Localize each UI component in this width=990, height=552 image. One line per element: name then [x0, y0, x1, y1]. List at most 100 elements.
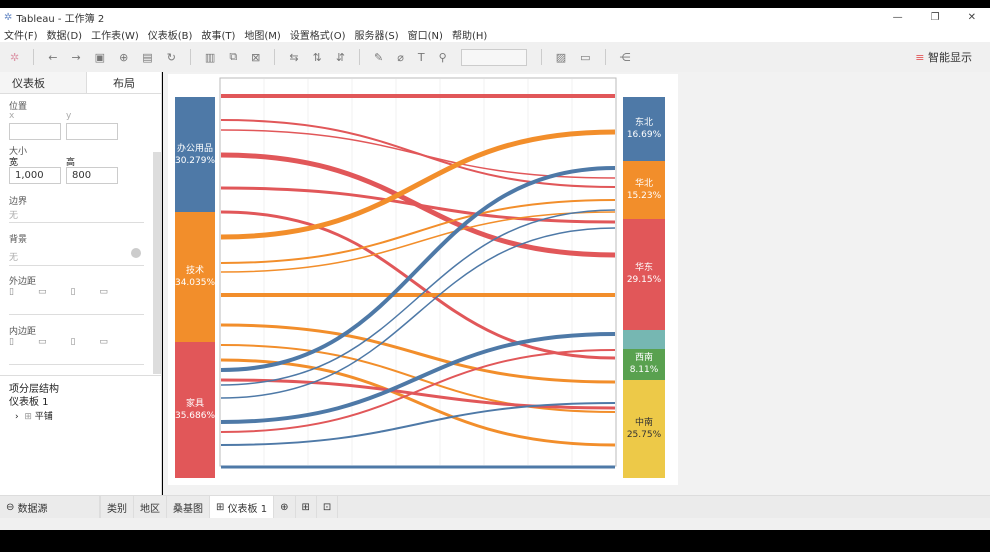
hierarchy-label: 项分层结构 — [9, 384, 59, 395]
database-icon: ⊖ — [6, 501, 18, 513]
flow-link[interactable] — [220, 129, 616, 179]
bar-segment[interactable]: 西南 8.11% — [623, 348, 665, 380]
duplicate-icon[interactable]: ⧉ — [229, 50, 238, 63]
segment-label: 办公用品 — [176, 143, 213, 154]
tableau-icon[interactable]: ✲ — [10, 50, 20, 64]
fit-dropdown[interactable] — [460, 48, 527, 66]
bar-segment[interactable]: 华北 15.23% — [623, 160, 665, 219]
flow-link[interactable] — [220, 349, 616, 433]
menu-server[interactable]: 服务器(S) — [354, 31, 399, 42]
clear-icon[interactable]: ⊠ — [251, 50, 261, 64]
close-button[interactable]: ✕ — [967, 12, 976, 23]
segment-pct: 35.686% — [174, 411, 216, 421]
border-dropdown[interactable]: 无 — [9, 211, 19, 221]
bar-segment[interactable] — [623, 329, 665, 349]
segment-label: 华北 — [634, 178, 653, 189]
highlight-icon[interactable]: ✎ — [374, 50, 384, 64]
maximize-button[interactable]: ❐ — [930, 12, 940, 23]
sheet-tab-sankey[interactable]: 桑基图 — [167, 496, 210, 518]
swap-icon[interactable]: ⇆ — [289, 50, 299, 64]
sheet-tab-region[interactable]: 地区 — [134, 496, 167, 518]
menu-data[interactable]: 数据(D) — [46, 31, 83, 42]
menu-window[interactable]: 窗口(N) — [407, 31, 443, 42]
toolbar: ✲ ← → ▣ ⊕ ▤ ↻ ▥ ⧉ ⊠ ⇆ ⇅ ⇵ ✎ ⌀ T ⚲ ▨ ▭ ⋲ … — [0, 42, 990, 72]
segment-label: 华东 — [634, 263, 653, 274]
flow-link[interactable] — [220, 332, 616, 424]
segment-label: 中南 — [634, 417, 653, 428]
flow-link[interactable] — [220, 129, 616, 240]
new-sheet-icon[interactable]: ▥ — [204, 50, 216, 64]
flow-link[interactable] — [220, 227, 616, 399]
presentation-icon[interactable]: ▭ — [580, 50, 591, 64]
width-input[interactable]: 1,000 — [9, 167, 61, 184]
x-input[interactable] — [9, 123, 61, 140]
segment-pct: 25.75% — [626, 429, 662, 440]
flow-link[interactable] — [220, 199, 616, 264]
flow-link[interactable] — [220, 210, 616, 360]
outer-padding-icons[interactable]: ▯▭▯▭ — [9, 287, 132, 297]
segment-label: 家具 — [185, 399, 204, 409]
panel-scrollbar[interactable] — [153, 152, 161, 374]
new-datasource-icon[interactable]: ⊕ — [119, 50, 129, 64]
group-icon[interactable]: ⌀ — [397, 50, 404, 64]
inner-padding-icons[interactable]: ▯▭▯▭ — [9, 337, 132, 347]
hierarchy-dashboard[interactable]: 仪表板 1 — [9, 397, 49, 408]
sort-desc-icon[interactable]: ⇵ — [335, 50, 346, 64]
bar-segment[interactable]: 家具 35.686% — [175, 342, 215, 478]
segment-pct: 34.035% — [174, 278, 216, 289]
label-icon[interactable]: T — [417, 50, 425, 64]
new-dashboard-icon[interactable]: ⊞ — [296, 496, 317, 518]
sheet-tab-dashboard[interactable]: ⊞ 仪表板 1 — [210, 496, 275, 518]
flow-link[interactable] — [220, 186, 616, 224]
size-label: 大小 — [9, 147, 28, 157]
bar-segment[interactable]: 办公用品 30.279% — [175, 97, 215, 213]
inner-padding-label: 内边距 — [9, 327, 37, 337]
menu-map[interactable]: 地图(M) — [244, 31, 281, 42]
refresh-icon[interactable]: ↻ — [166, 50, 176, 64]
menu-dashboard[interactable]: 仪表板(B) — [147, 31, 193, 42]
height-input[interactable]: 800 — [66, 167, 118, 184]
bar-segment[interactable]: 中南 25.75% — [623, 379, 665, 478]
flow-link[interactable] — [220, 402, 616, 446]
bar-segment[interactable]: 华东 29.15% — [623, 218, 665, 330]
border-label: 边界 — [9, 197, 28, 207]
hierarchy-tiled-item[interactable]: › ⊞ 平铺 — [15, 412, 53, 422]
flow-link[interactable] — [220, 323, 616, 384]
menu-file[interactable]: 文件(F) — [4, 31, 38, 42]
share-icon[interactable]: ⋲ — [619, 50, 631, 64]
background-color-picker[interactable] — [131, 248, 141, 258]
flow-link[interactable] — [220, 211, 616, 273]
width-label: 宽 — [9, 158, 19, 168]
show-cards-icon[interactable]: ▨ — [555, 50, 567, 64]
minimize-button[interactable]: — — [892, 12, 903, 23]
sort-asc-icon[interactable]: ⇅ — [312, 50, 322, 64]
new-story-icon[interactable]: ⊡ — [317, 496, 339, 518]
bar-segment[interactable]: 技术 34.035% — [174, 212, 216, 343]
flow-link[interactable] — [220, 358, 616, 447]
menu-help[interactable]: 帮助(H) — [451, 31, 488, 42]
smart-show-button[interactable]: ≡ 智能显示 — [915, 51, 972, 64]
y-input[interactable] — [66, 123, 118, 140]
new-worksheet-icon[interactable]: ⊕ — [274, 496, 296, 518]
segment-label: 西南 — [634, 353, 653, 364]
title-bar: ✲ Tableau - 工作簿 2 — ❐ ✕ — [0, 8, 990, 27]
sheet-tab-category[interactable]: 类别 — [100, 496, 134, 518]
pin-icon[interactable]: ⚲ — [438, 50, 447, 64]
menu-story[interactable]: 故事(T) — [201, 31, 236, 42]
flow-link[interactable] — [220, 378, 616, 410]
tab-dashboard[interactable]: 仪表板 — [0, 72, 86, 93]
sheet-tabs-bar: ⊖ 数据源 类别 地区 桑基图 ⊞ 仪表板 1 ⊕ ⊞ ⊡ — [0, 495, 990, 518]
flow-link[interactable] — [220, 166, 616, 372]
flow-link[interactable] — [220, 209, 616, 386]
redo-icon[interactable]: → — [71, 50, 81, 64]
save-icon[interactable]: ▣ — [94, 50, 106, 64]
menu-worksheet[interactable]: 工作表(W) — [91, 31, 139, 42]
window-title: Tableau - 工作簿 2 — [16, 14, 105, 25]
undo-icon[interactable]: ← — [48, 50, 58, 64]
pause-icon[interactable]: ▤ — [142, 50, 153, 64]
menu-format[interactable]: 设置格式(O) — [289, 31, 346, 42]
datasource-tab[interactable]: ⊖ 数据源 — [0, 496, 100, 518]
tab-layout[interactable]: 布局 — [86, 72, 161, 93]
bar-segment[interactable]: 东北 16.69% — [623, 97, 665, 161]
